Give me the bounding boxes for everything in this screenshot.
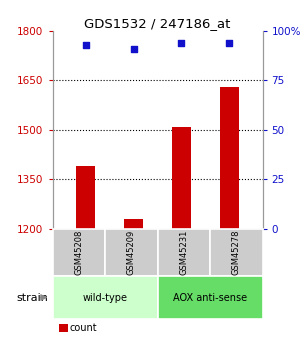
Bar (210, 229, 262, 276)
Bar (105, 229, 158, 276)
Text: strain: strain (17, 293, 49, 303)
Bar (158, 276, 262, 319)
Text: AOX anti-sense: AOX anti-sense (173, 293, 247, 303)
Bar (158, 229, 210, 276)
Text: GSM45278: GSM45278 (232, 230, 241, 275)
Text: wild-type: wild-type (82, 293, 128, 303)
Title: GDS1532 / 247186_at: GDS1532 / 247186_at (84, 17, 231, 30)
Point (227, 40, 232, 46)
Bar (220, 87, 238, 229)
Point (179, 40, 184, 46)
Point (83, 42, 88, 48)
Point (131, 46, 136, 52)
Bar (172, 127, 191, 229)
Text: GSM45208: GSM45208 (74, 230, 83, 275)
Bar (124, 219, 143, 229)
Bar (52, 276, 158, 319)
Text: GSM45231: GSM45231 (179, 230, 188, 275)
Bar (52, 229, 105, 276)
Bar (76, 166, 95, 229)
Text: count: count (69, 323, 97, 333)
Text: GSM45209: GSM45209 (127, 230, 136, 275)
Bar (59, 324, 68, 332)
